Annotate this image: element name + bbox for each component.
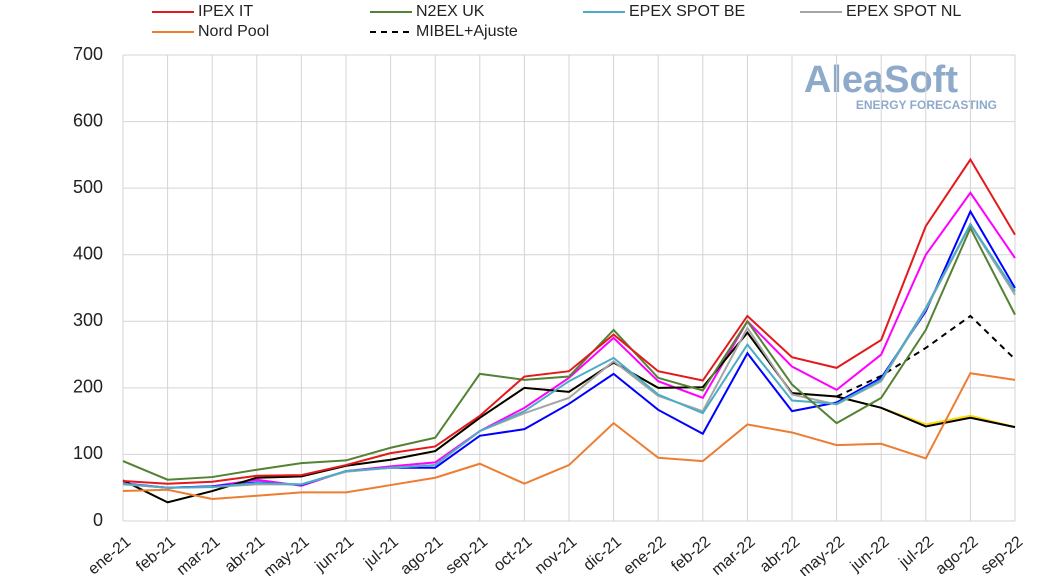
x-tick-label: jul-21 (360, 533, 402, 572)
x-tick-label: sep-21 (443, 533, 491, 576)
series-line (836, 314, 1016, 398)
x-tick-label: ago-21 (397, 533, 446, 576)
x-tick-label: may-21 (261, 533, 313, 576)
y-tick-label: 200 (73, 377, 103, 397)
x-tick-label: may-22 (796, 533, 848, 576)
legend-label: EPEX SPOT NL (846, 3, 961, 20)
x-tick-label: ene-21 (85, 533, 134, 576)
legend-label: Nord Pool (198, 23, 269, 40)
series-line (122, 157, 1016, 485)
y-tick-label: 600 (73, 110, 103, 130)
x-tick-label: nov-21 (532, 533, 580, 576)
series-line (122, 225, 1016, 481)
watermark-tagline: ENERGY FORECASTING (856, 98, 997, 112)
x-tick-label: mar-22 (709, 533, 759, 576)
x-tick-label: oct-21 (491, 533, 536, 575)
x-tick-label: ago-22 (933, 533, 982, 576)
y-tick-label: 500 (73, 177, 103, 197)
x-tick-label: dic-21 (581, 533, 625, 574)
x-tick-label: abr-22 (757, 533, 803, 576)
x-tick-label: jun-22 (847, 533, 893, 575)
y-tick-label: 400 (73, 243, 103, 263)
series-line (122, 222, 1016, 489)
x-tick-label: mar-21 (174, 533, 224, 576)
x-tick-label: feb-21 (133, 533, 179, 575)
x-tick-label: feb-22 (668, 533, 714, 575)
legend-label: MIBEL+Ajuste (416, 23, 518, 40)
x-tick-label: jun-21 (312, 533, 358, 575)
y-tick-label: 0 (93, 510, 103, 530)
y-tick-label: 100 (73, 443, 103, 463)
series-line (122, 372, 1016, 501)
legend-label: N2EX UK (416, 3, 485, 20)
x-tick-label: jul-22 (895, 533, 937, 572)
x-tick-label: ene-22 (620, 533, 669, 576)
legend-label: EPEX SPOT BE (629, 3, 745, 20)
y-tick-label: 300 (73, 310, 103, 330)
series-line (122, 191, 1016, 489)
legend-label: IPEX IT (198, 3, 253, 20)
x-tick-label: sep-22 (978, 533, 1026, 576)
y-tick-label: 700 (73, 44, 103, 64)
series-line (122, 330, 1016, 504)
x-tick-label: abr-21 (222, 533, 268, 576)
